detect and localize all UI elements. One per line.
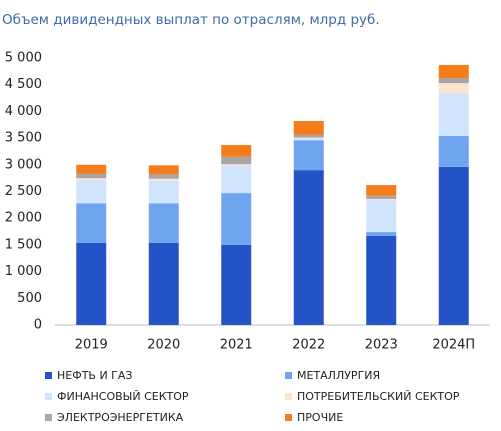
bar-segment bbox=[366, 198, 397, 201]
legend-swatch bbox=[45, 414, 52, 421]
legend-label: ПРОЧИЕ bbox=[297, 411, 343, 424]
y-tick-label: 4 000 bbox=[5, 104, 42, 119]
y-tick-label: 2 500 bbox=[5, 184, 42, 199]
legend-swatch bbox=[285, 414, 292, 421]
bar-segment bbox=[366, 195, 397, 199]
bar-segment bbox=[221, 164, 252, 166]
x-tick-label: 2022 bbox=[292, 338, 325, 353]
legend-label: ФИНАНСОВЫЙ СЕКТОР bbox=[57, 390, 189, 403]
legend-label: НЕФТЬ И ГАЗ bbox=[57, 369, 132, 382]
legend-swatch bbox=[45, 372, 52, 379]
x-tick-label: 2023 bbox=[365, 338, 398, 353]
bar-segment bbox=[76, 164, 107, 174]
bar-segment bbox=[366, 235, 397, 325]
y-tick-label: 5 000 bbox=[5, 51, 42, 66]
legend-swatch bbox=[285, 372, 292, 379]
bar-segment bbox=[366, 200, 397, 233]
bar-segment bbox=[221, 193, 252, 245]
y-tick-label: 3 000 bbox=[5, 157, 42, 172]
bar-segment bbox=[438, 166, 469, 325]
bar-segment bbox=[148, 203, 179, 243]
bar-segment bbox=[76, 180, 107, 204]
legend-label: МЕТАЛЛУРГИЯ bbox=[297, 369, 380, 382]
y-tick-label: 0 bbox=[34, 318, 42, 333]
bar-segment bbox=[148, 180, 179, 204]
y-tick-label: 3 500 bbox=[5, 131, 42, 146]
bar-segment bbox=[148, 165, 179, 175]
bar-segment bbox=[438, 64, 469, 79]
y-tick-label: 1 500 bbox=[5, 237, 42, 252]
x-tick-label: 2020 bbox=[147, 338, 180, 353]
legend-swatch bbox=[285, 393, 292, 400]
x-tick-label: 2019 bbox=[75, 338, 108, 353]
legend-label: ЭЛЕКТРОЭНЕРГЕТИКА bbox=[57, 411, 184, 424]
bar-segment bbox=[293, 134, 324, 138]
bar-segment bbox=[148, 174, 179, 179]
bar-segment bbox=[293, 170, 324, 325]
bar-segment bbox=[76, 178, 107, 181]
bar-segment bbox=[438, 83, 469, 94]
bar-segment bbox=[293, 137, 324, 139]
bar-segment bbox=[293, 140, 324, 171]
bar-segment bbox=[76, 203, 107, 243]
y-tick-label: 500 bbox=[17, 291, 42, 306]
legend-label: ПОТРЕБИТЕЛЬСКИЙ СЕКТОР bbox=[297, 390, 460, 403]
bar-segment bbox=[76, 242, 107, 325]
bar-segment bbox=[366, 185, 397, 196]
x-tick-label: 2021 bbox=[220, 338, 253, 353]
chart-title: Объем дивидендных выплат по отраслям, мл… bbox=[2, 12, 380, 28]
y-tick-label: 1 000 bbox=[5, 264, 42, 279]
x-tick-label: 2024П bbox=[432, 338, 475, 353]
bar-segment bbox=[221, 145, 252, 157]
bar-segment bbox=[438, 93, 469, 136]
bar-segment bbox=[293, 121, 324, 135]
bar-segment bbox=[438, 78, 469, 84]
y-tick-label: 2 000 bbox=[5, 211, 42, 226]
bar-segment bbox=[76, 173, 107, 179]
legend-swatch bbox=[45, 393, 52, 400]
bar-segment bbox=[293, 138, 324, 141]
bar-segment bbox=[438, 135, 469, 167]
bar-segment bbox=[366, 232, 397, 236]
bar-segment bbox=[221, 156, 252, 165]
bar-segment bbox=[148, 242, 179, 325]
bar-segment bbox=[148, 178, 179, 181]
y-tick-label: 4 500 bbox=[5, 77, 42, 92]
bar-segment bbox=[221, 165, 252, 194]
bar-segment bbox=[221, 244, 252, 325]
